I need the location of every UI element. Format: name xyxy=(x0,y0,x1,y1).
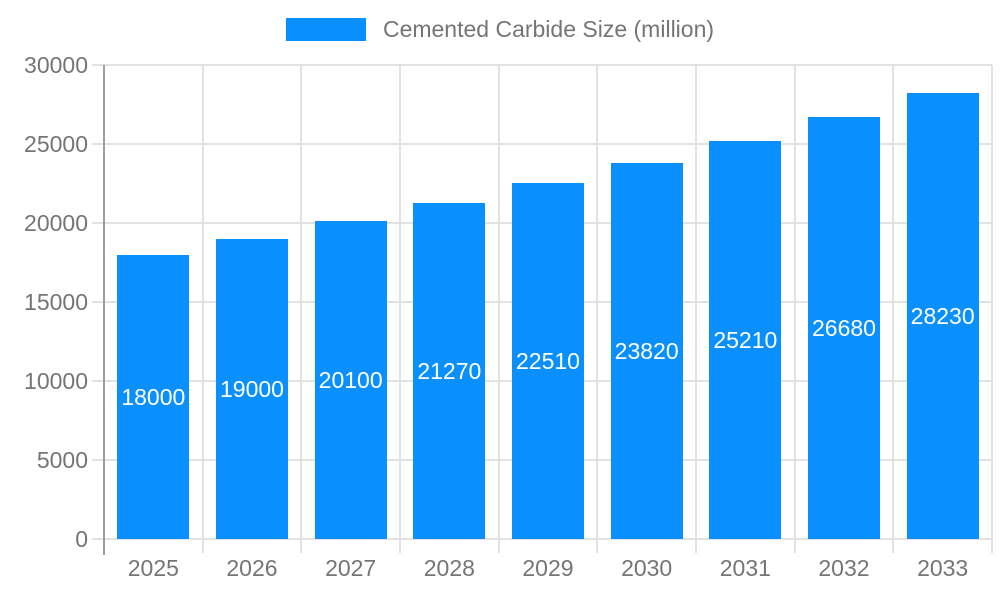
gridline-horizontal xyxy=(92,143,992,145)
bar-value-label: 25210 xyxy=(713,326,778,353)
y-tick-label: 25000 xyxy=(24,131,88,157)
gridline-vertical xyxy=(201,65,204,553)
bar-2031[interactable] xyxy=(709,140,782,539)
bar-2032[interactable] xyxy=(808,117,880,539)
y-tick-label: 30000 xyxy=(24,52,88,78)
bar-2029[interactable] xyxy=(512,183,584,539)
legend[interactable]: Cemented Carbide Size (million) xyxy=(0,14,1000,44)
gridline-vertical xyxy=(991,65,993,553)
x-tick-label: 2027 xyxy=(325,555,377,581)
gridline-vertical xyxy=(793,65,796,553)
legend-swatch xyxy=(285,17,366,41)
bar-value-label: 26680 xyxy=(812,315,876,342)
bar-value-label: 20100 xyxy=(318,367,383,394)
y-tick-label: 15000 xyxy=(24,289,88,315)
legend-label: Cemented Carbide Size (million) xyxy=(382,16,715,42)
gridline-horizontal xyxy=(92,538,992,540)
plot-area: 18000 19000 20100 21270 22510 23820 25210 26680… xyxy=(92,64,993,555)
y-tick-label: 10000 xyxy=(24,368,88,394)
x-tick-label: 2028 xyxy=(423,555,475,581)
bar-value-label: 22510 xyxy=(516,348,580,375)
bar-value-label: 23820 xyxy=(614,337,679,364)
y-tick-label: 0 xyxy=(75,526,88,552)
gridline-vertical xyxy=(497,65,500,553)
x-tick-label: 2032 xyxy=(818,555,870,581)
bar-2028[interactable] xyxy=(413,202,486,539)
x-tick-label: 2026 xyxy=(226,555,278,581)
bar-value-label: 21270 xyxy=(417,357,482,384)
x-tick-label: 2025 xyxy=(127,555,179,581)
bar-value-label: 18000 xyxy=(121,383,186,410)
gridline-vertical xyxy=(892,65,895,553)
x-tick-label: 2031 xyxy=(719,555,771,581)
x-tick-label: 2033 xyxy=(917,555,969,581)
y-tick-label: 20000 xyxy=(24,210,88,236)
bar-value-label: 28230 xyxy=(910,302,975,329)
x-tick-label: 2030 xyxy=(621,555,673,581)
gridline-vertical xyxy=(596,65,599,553)
bar-2025[interactable] xyxy=(117,254,190,539)
gridline-horizontal xyxy=(92,64,992,66)
gridline-vertical xyxy=(300,65,303,553)
x-tick-label: 2029 xyxy=(522,555,574,581)
bar-2033[interactable] xyxy=(906,92,979,539)
y-tick-label: 5000 xyxy=(36,447,88,473)
gridline-vertical xyxy=(695,65,697,553)
bar-2030[interactable] xyxy=(610,162,683,539)
bar-value-label: 19000 xyxy=(220,375,284,402)
y-axis-line xyxy=(103,65,105,555)
gridline-vertical xyxy=(399,65,401,553)
bar-2026[interactable] xyxy=(216,238,288,539)
bar-2027[interactable] xyxy=(314,221,387,539)
